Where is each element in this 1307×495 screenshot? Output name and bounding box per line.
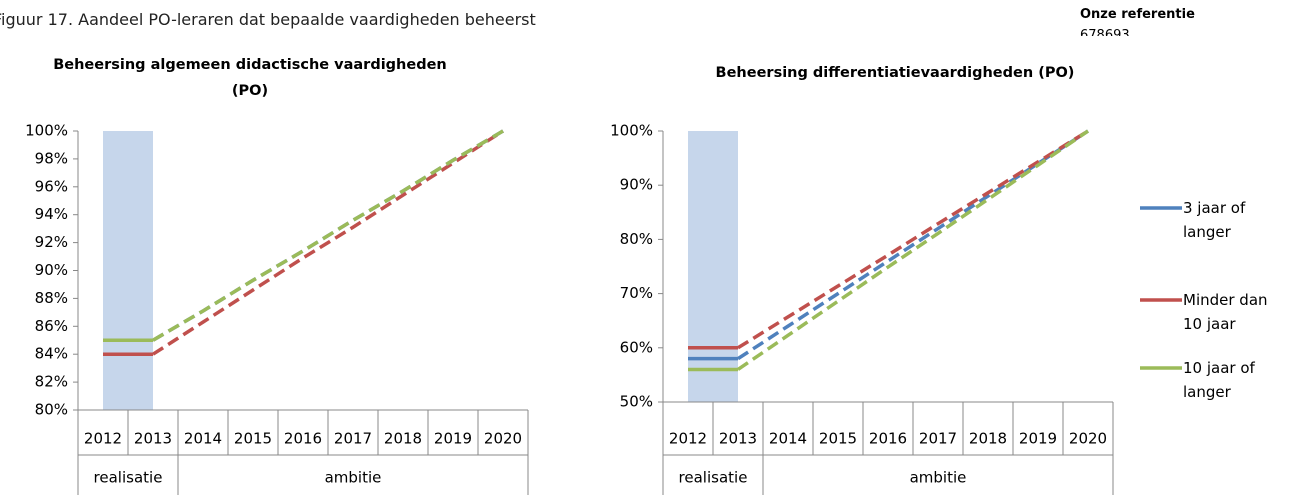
- x-tick-label: 2015: [234, 430, 272, 448]
- x-tick-label: 2014: [769, 430, 807, 448]
- group-label: realisatie: [679, 469, 748, 487]
- ambitie-line: [152, 129, 504, 342]
- y-tick-label: 70%: [620, 284, 653, 302]
- y-tick-label: 90%: [35, 261, 68, 279]
- x-tick-label: 2019: [434, 430, 472, 448]
- group-label: realisatie: [94, 469, 163, 487]
- chart-title: Beheersing differentiatievaardigheden (P…: [715, 65, 1075, 81]
- x-tick-label: 2019: [1019, 430, 1057, 448]
- realisatie-band: [103, 131, 153, 410]
- legend-label: 10 jaar of langer: [1183, 359, 1255, 401]
- realisatie-band: [688, 131, 738, 402]
- y-tick-label: 86%: [35, 317, 68, 335]
- ambitie-line: [152, 129, 504, 356]
- ref-number: 678693: [1080, 28, 1130, 36]
- y-tick-label: 98%: [35, 149, 68, 167]
- y-tick-label: 92%: [35, 233, 68, 251]
- ambitie-line: [737, 129, 1089, 371]
- x-tick-label: 2016: [284, 430, 322, 448]
- x-tick-label: 2020: [1069, 430, 1107, 448]
- x-tick-label: 2016: [869, 430, 907, 448]
- caption: Figuur 17. Aandeel PO-leraren dat bepaal…: [0, 10, 536, 29]
- chart-title: Beheersing algemeen didactische vaardigh…: [53, 57, 447, 99]
- x-tick-label: 2020: [484, 430, 522, 448]
- ref-number-clip: 678693: [1080, 27, 1130, 36]
- y-tick-label: 96%: [35, 177, 68, 195]
- x-tick-label: 2012: [84, 430, 122, 448]
- y-tick-label: 60%: [620, 338, 653, 356]
- x-tick-label: 2017: [334, 430, 372, 448]
- y-tick-label: 100%: [610, 122, 653, 140]
- x-tick-label: 2018: [969, 430, 1007, 448]
- x-tick-label: 2015: [819, 430, 857, 448]
- y-tick-label: 50%: [620, 393, 653, 411]
- y-tick-label: 88%: [35, 289, 68, 307]
- group-label: ambitie: [325, 469, 382, 487]
- x-tick-label: 2012: [669, 430, 707, 448]
- x-tick-label: 2018: [384, 430, 422, 448]
- x-tick-label: 2013: [719, 430, 757, 448]
- ref-label: Onze referentie: [1080, 7, 1195, 22]
- x-tick-label: 2017: [919, 430, 957, 448]
- y-tick-label: 84%: [35, 345, 68, 363]
- y-tick-label: 80%: [620, 230, 653, 248]
- x-tick-label: 2013: [134, 430, 172, 448]
- legend-label: 3 jaar of langer: [1183, 199, 1246, 241]
- y-tick-label: 100%: [25, 122, 68, 140]
- y-tick-label: 94%: [35, 205, 68, 223]
- y-tick-label: 80%: [35, 401, 68, 419]
- legend-label: Minder dan 10 jaar: [1183, 291, 1268, 333]
- ambitie-line: [737, 129, 1089, 350]
- x-tick-label: 2014: [184, 430, 222, 448]
- y-tick-label: 90%: [620, 176, 653, 194]
- group-label: ambitie: [910, 469, 967, 487]
- y-tick-label: 82%: [35, 373, 68, 391]
